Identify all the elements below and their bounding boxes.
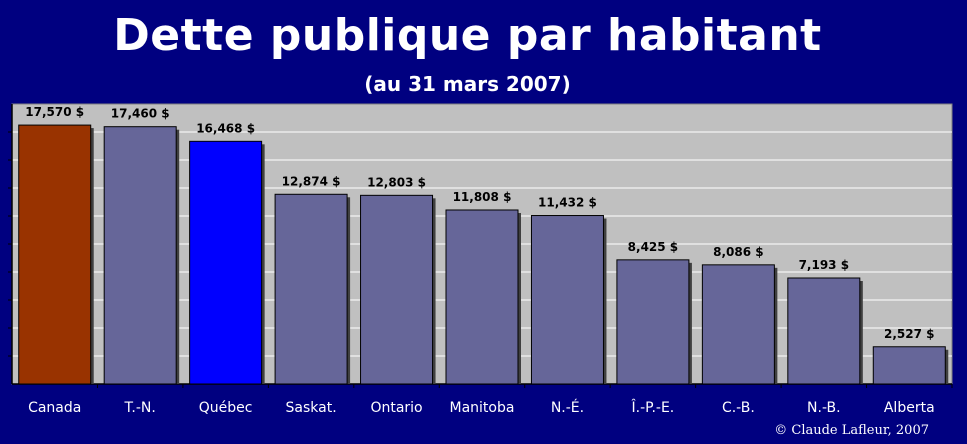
data-label: 17,460 $ [111, 107, 170, 121]
x-tick-label: Canada [28, 400, 81, 416]
bar-9 [787, 277, 861, 385]
x-tick-label: Saskat. [286, 400, 337, 416]
bar-5 [445, 209, 519, 385]
data-label: 11,432 $ [538, 196, 597, 210]
bar-6 [530, 215, 604, 385]
data-label: 11,808 $ [453, 190, 512, 204]
x-tick-label: Québec [199, 400, 253, 416]
bar-0 [18, 124, 92, 385]
bar-8 [701, 264, 775, 385]
x-tick-label: Manitoba [450, 400, 515, 416]
x-tick-label: Ontario [370, 400, 422, 416]
x-tick-label: T.-N. [124, 400, 156, 416]
bar-10 [872, 346, 946, 385]
x-tick-label: C.-B. [722, 400, 755, 416]
x-tick-label: Î.-P.-E. [631, 398, 675, 416]
credit-text: © Claude Lafleur, 2007 [774, 423, 929, 438]
x-tick-label: N.-É. [551, 399, 584, 416]
x-tick-label: Alberta [884, 400, 935, 416]
data-label: 8,425 $ [628, 240, 678, 254]
data-label: 12,874 $ [282, 174, 341, 188]
bar-4 [360, 194, 434, 385]
chart-title: Dette publique par habitant [113, 10, 822, 61]
bar-7 [616, 259, 690, 385]
data-label: 12,803 $ [367, 175, 426, 189]
bar-2 [189, 140, 263, 385]
chart-subtitle: (au 31 mars 2007) [364, 72, 571, 96]
data-label: 2,527 $ [884, 327, 934, 341]
bar-1 [103, 126, 177, 385]
data-label: 16,468 $ [196, 121, 255, 135]
bar-3 [274, 193, 348, 385]
data-label: 17,570 $ [25, 105, 84, 119]
data-label: 8,086 $ [713, 245, 763, 259]
x-tick-label: N.-B. [807, 400, 841, 416]
data-label: 7,193 $ [799, 258, 849, 272]
